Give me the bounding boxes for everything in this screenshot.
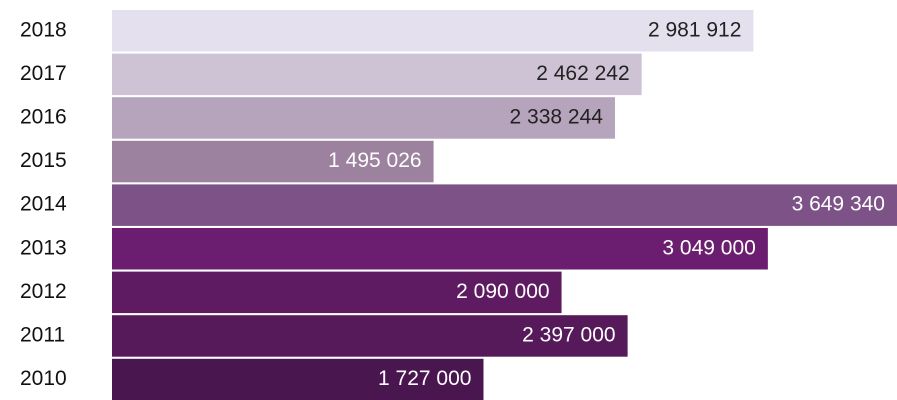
- value-label: 2 462 242: [536, 62, 629, 85]
- value-label: 2 338 244: [510, 105, 604, 128]
- value-label: 2 090 000: [456, 280, 549, 303]
- bar: [112, 358, 484, 400]
- category-label: 2017: [20, 62, 67, 85]
- category-label: 2016: [20, 105, 67, 128]
- bar: [112, 184, 897, 226]
- value-label: 1 727 000: [378, 367, 471, 390]
- bar: [112, 271, 562, 314]
- bar: [112, 315, 628, 357]
- category-label: 2011: [20, 323, 65, 346]
- category-label: 2010: [20, 367, 67, 390]
- value-label: 1 495 026: [328, 149, 421, 172]
- category-label: 2014: [20, 193, 67, 216]
- category-label: 2012: [20, 280, 67, 303]
- value-label: 3 649 340: [792, 193, 885, 216]
- bar: [112, 10, 754, 52]
- value-label: 2 981 912: [648, 18, 741, 41]
- category-label: 2018: [20, 18, 67, 41]
- category-label: 2013: [20, 236, 67, 259]
- bar: [112, 53, 642, 96]
- value-label: 3 049 000: [662, 236, 755, 259]
- bar: [112, 140, 434, 183]
- category-label: 2015: [20, 149, 67, 172]
- value-label: 2 397 000: [522, 323, 615, 346]
- bar: [112, 97, 615, 139]
- bar: [112, 228, 768, 270]
